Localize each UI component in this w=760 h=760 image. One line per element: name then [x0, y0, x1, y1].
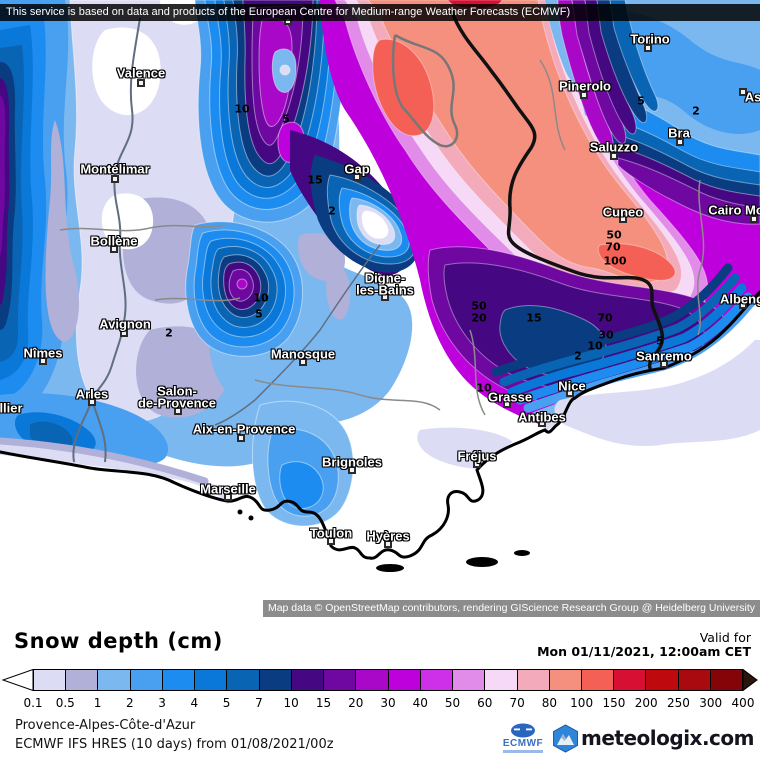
legend-color-cell — [65, 670, 98, 690]
legend-tick: 7 — [255, 696, 263, 710]
meteologix-hexagon-icon — [553, 723, 579, 753]
legend-color-cell — [161, 670, 195, 690]
legend-color-cell — [613, 670, 646, 690]
meteologix-logo[interactable]: meteologix.com — [552, 723, 754, 753]
snow-depth-map[interactable]: Valence Montélimar Bollène Avignon Nîmes Arle… — [0, 0, 760, 617]
legend-color-cell — [194, 670, 227, 690]
legend-tick: 80 — [541, 696, 557, 710]
legend-tick: 400 — [731, 696, 755, 710]
legend-color-cell — [355, 670, 388, 690]
legend-tick: 15 — [315, 696, 332, 710]
legend-color-cell — [34, 670, 66, 690]
legend-color-cell — [484, 670, 517, 690]
legend-tick: 200 — [634, 696, 658, 710]
legend-tick: 5 — [222, 696, 231, 710]
legend-tick: 60 — [477, 696, 493, 710]
legend-color-cell — [709, 670, 743, 690]
legend-color-cell — [258, 670, 291, 690]
legend-color-cell — [387, 670, 420, 690]
legend-color-cell — [677, 670, 710, 690]
map-image — [0, 0, 760, 572]
legend-tick: 250 — [667, 696, 690, 710]
legend-color-cell — [452, 670, 485, 690]
ecmwf-logo-text: ECMWF — [502, 738, 544, 749]
legend-tick: 40 — [412, 696, 428, 710]
map-attribution[interactable]: Map data © OpenStreetMap contributors, r… — [262, 600, 760, 617]
meteologix-logo-text: meteologix.com — [581, 726, 754, 750]
valid-time-value: Mon 01/11/2021, 12:00am CET — [537, 644, 751, 659]
legend-color-cell — [129, 670, 162, 690]
legend-tick: 3 — [158, 696, 166, 710]
legend-color-cell — [97, 670, 130, 690]
valid-time: Valid for Mon 01/11/2021, 12:00am CET — [537, 631, 751, 659]
legend-colorbar — [33, 669, 743, 691]
legend-tick: 30 — [380, 696, 396, 710]
legend-tick: 20 — [348, 696, 364, 710]
legend-tick: 300 — [699, 696, 723, 710]
ecmwf-logo[interactable]: ECMWF — [500, 723, 546, 753]
legend-color-cell — [226, 670, 259, 690]
legend-panel: Snow depth (cm) Valid for Mon 01/11/2021… — [0, 617, 760, 760]
legend-title: Snow depth (cm) — [14, 629, 223, 653]
ecmwf-logo-underline — [503, 750, 544, 753]
ecmwf-disclaimer-banner: This service is based on data and produc… — [0, 4, 760, 21]
legend-tick: 4 — [190, 696, 199, 710]
legend-tick: 70 — [509, 696, 525, 710]
logos: ECMWF meteologix.com — [500, 723, 754, 753]
region-name: Provence-Alpes-Côte-d'Azur — [15, 718, 196, 733]
legend-tick-labels: 0.1 0.5 1 2 3 4 5 7 10 15 20 30 40 50 60 70 80 100 150 200 2… — [0, 696, 760, 712]
legend-color-cell — [516, 670, 549, 690]
legend-color-cell — [645, 670, 678, 690]
model-run-info: ECMWF IFS HRES (10 days) from 01/08/2021… — [15, 737, 334, 752]
legend-tick: 100 — [570, 696, 594, 710]
legend-tick: 0.1 — [23, 696, 43, 710]
legend-tick: 10 — [283, 696, 299, 710]
legend-color-cell — [580, 670, 614, 690]
legend-tick: 2 — [125, 696, 134, 710]
ecmwf-logo-icon — [511, 723, 536, 738]
legend-color-cell — [290, 670, 324, 690]
legend-color-cell — [548, 670, 581, 690]
legend-tick: 150 — [602, 696, 626, 710]
legend-color-cell — [419, 670, 453, 690]
valid-for-label: Valid for — [699, 630, 751, 645]
legend-color-cell — [323, 670, 356, 690]
legend-tick: 50 — [444, 696, 461, 710]
legend-tick: 0.5 — [55, 696, 75, 710]
legend-tick: 1 — [93, 696, 102, 710]
